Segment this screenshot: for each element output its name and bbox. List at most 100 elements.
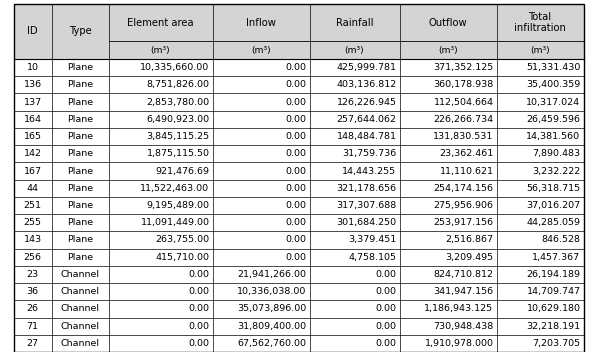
Bar — [14, 249, 51, 266]
Bar — [309, 231, 399, 249]
Text: 26: 26 — [26, 304, 38, 313]
Text: 0.00: 0.00 — [376, 270, 396, 279]
Bar — [213, 76, 309, 94]
Bar — [51, 111, 109, 128]
Bar — [399, 249, 497, 266]
Text: 10,336,038.00: 10,336,038.00 — [237, 287, 306, 296]
Text: Plane: Plane — [67, 166, 93, 176]
Text: 0.00: 0.00 — [285, 80, 306, 89]
Text: (m³): (m³) — [438, 45, 458, 55]
Text: 148,484.781: 148,484.781 — [337, 132, 396, 141]
Bar — [14, 128, 51, 145]
Text: 1,875,115.50: 1,875,115.50 — [146, 149, 210, 158]
Text: 7,890.483: 7,890.483 — [533, 149, 580, 158]
Bar — [14, 111, 51, 128]
Text: 263,755.00: 263,755.00 — [155, 235, 210, 245]
Bar — [51, 266, 109, 283]
Text: 31,759.736: 31,759.736 — [342, 149, 396, 158]
Text: Plane: Plane — [67, 63, 93, 72]
Bar — [399, 94, 497, 111]
Text: Element area: Element area — [127, 18, 194, 27]
Text: Outflow: Outflow — [429, 18, 467, 27]
Text: Type: Type — [69, 26, 91, 37]
Text: 341,947.156: 341,947.156 — [433, 287, 494, 296]
Bar — [309, 59, 399, 76]
Bar — [213, 197, 309, 214]
Bar — [399, 283, 497, 300]
Bar — [399, 231, 497, 249]
Text: 0.00: 0.00 — [189, 339, 210, 348]
Bar — [109, 4, 213, 59]
Text: 0.00: 0.00 — [189, 270, 210, 279]
Text: 23,362.461: 23,362.461 — [439, 149, 494, 158]
Text: 0.00: 0.00 — [285, 218, 306, 227]
Bar — [309, 162, 399, 180]
Bar — [109, 128, 213, 145]
Text: 254,174.156: 254,174.156 — [433, 184, 494, 193]
Text: 31,809,400.00: 31,809,400.00 — [238, 322, 306, 331]
Text: 846.528: 846.528 — [541, 235, 580, 245]
Bar — [51, 162, 109, 180]
Bar — [213, 162, 309, 180]
Text: 44: 44 — [26, 184, 38, 193]
Text: 0.00: 0.00 — [285, 132, 306, 141]
Bar — [14, 94, 51, 111]
Bar — [497, 145, 583, 162]
Bar — [497, 94, 583, 111]
Text: Total
infiltration: Total infiltration — [514, 12, 566, 33]
Bar — [497, 300, 583, 318]
Bar — [213, 59, 309, 76]
Bar — [309, 4, 399, 59]
Bar — [14, 59, 51, 76]
Bar — [51, 4, 109, 59]
Bar — [213, 266, 309, 283]
Bar — [14, 335, 51, 352]
Bar — [497, 231, 583, 249]
Bar — [51, 231, 109, 249]
Bar — [309, 249, 399, 266]
Bar — [309, 335, 399, 352]
Bar — [109, 249, 213, 266]
Bar — [51, 76, 109, 94]
Bar — [213, 111, 309, 128]
Text: 142: 142 — [23, 149, 42, 158]
Bar — [14, 300, 51, 318]
Bar — [213, 249, 309, 266]
Text: 2,516.867: 2,516.867 — [445, 235, 494, 245]
Bar — [213, 4, 309, 59]
Text: ID: ID — [27, 26, 38, 37]
Text: 0.00: 0.00 — [285, 115, 306, 124]
Text: 253,917.156: 253,917.156 — [433, 218, 494, 227]
Bar — [109, 145, 213, 162]
Bar — [497, 335, 583, 352]
Text: 0.00: 0.00 — [285, 166, 306, 176]
Bar — [497, 111, 583, 128]
Bar — [51, 283, 109, 300]
Text: 26,459.596: 26,459.596 — [527, 115, 580, 124]
Bar — [497, 76, 583, 94]
Text: 143: 143 — [23, 235, 42, 245]
Bar — [309, 266, 399, 283]
Bar — [51, 335, 109, 352]
Text: 164: 164 — [23, 115, 42, 124]
Bar — [109, 300, 213, 318]
Text: 37,016.207: 37,016.207 — [527, 201, 580, 210]
Text: Plane: Plane — [67, 80, 93, 89]
Bar — [51, 197, 109, 214]
Text: 14,709.747: 14,709.747 — [527, 287, 580, 296]
Text: Rainfall: Rainfall — [336, 18, 373, 27]
Bar — [14, 266, 51, 283]
Text: 3,209.495: 3,209.495 — [445, 253, 494, 262]
Text: 371,352.125: 371,352.125 — [433, 63, 494, 72]
Text: Plane: Plane — [67, 201, 93, 210]
Text: 14,443.255: 14,443.255 — [342, 166, 396, 176]
Bar — [399, 335, 497, 352]
Bar — [51, 214, 109, 231]
Text: Plane: Plane — [67, 98, 93, 107]
Bar — [14, 180, 51, 197]
Bar — [14, 214, 51, 231]
Text: (m³): (m³) — [251, 45, 271, 55]
Text: 35,073,896.00: 35,073,896.00 — [237, 304, 306, 313]
Text: Channel: Channel — [60, 287, 100, 296]
Text: 35,400.359: 35,400.359 — [526, 80, 580, 89]
